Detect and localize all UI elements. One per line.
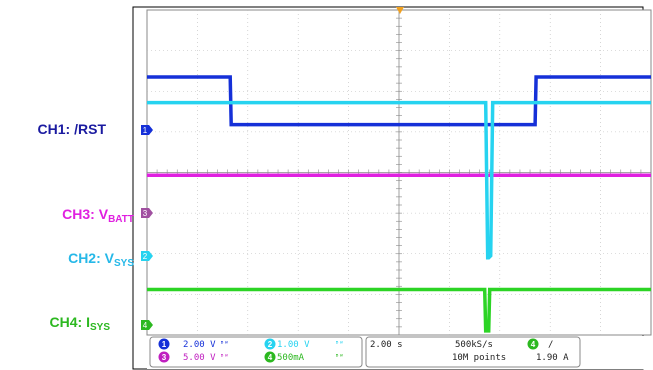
ch3-marker-label: 3 bbox=[143, 209, 148, 218]
status-acq-box bbox=[365, 336, 581, 368]
ch4-label-sub: SYS bbox=[89, 322, 110, 333]
ch4-label: CH4: ISYS bbox=[10, 314, 110, 333]
status-ch4-bw: ᴮᵂ bbox=[335, 353, 344, 361]
status-ch3-bw: ᴮᵂ bbox=[220, 353, 229, 361]
status-ch2-bw: ᴮᵂ bbox=[335, 340, 344, 348]
ch1-status-num: 1 bbox=[162, 340, 167, 349]
ch2-status-badge[interactable] bbox=[264, 338, 276, 350]
status-record-length: 10M points bbox=[452, 353, 507, 363]
graticule bbox=[146, 9, 652, 336]
status-sample-rate: 500kS/s bbox=[455, 340, 493, 350]
trigger-source-badge[interactable] bbox=[527, 338, 539, 350]
ch1-status-badge[interactable] bbox=[158, 338, 170, 350]
status-trigger-level: 1.90 A bbox=[536, 353, 569, 363]
ch4-status-badge[interactable] bbox=[264, 351, 276, 363]
status-timebase: 2.00 s bbox=[370, 340, 403, 350]
traces bbox=[146, 75, 652, 333]
ch2-marker-label: 2 bbox=[143, 252, 148, 261]
ch2-label-main: CH2: V bbox=[68, 250, 114, 266]
ch3-label: CH3: VBATT bbox=[10, 206, 134, 225]
ch3-status-num: 3 bbox=[162, 353, 167, 362]
trigger-source-num: 4 bbox=[531, 340, 536, 349]
trace-ch1 bbox=[147, 75, 651, 127]
ch4-marker-label: 4 bbox=[143, 321, 148, 330]
status-trigger-slope: / bbox=[548, 340, 554, 350]
ch1-marker-label: 1 bbox=[143, 126, 148, 135]
ch2-label: CH2: VSYS bbox=[10, 250, 134, 269]
status-ch1-bw: ᴮᵂ bbox=[220, 340, 229, 348]
trigger-position-icon bbox=[396, 7, 404, 14]
ch4-marker[interactable] bbox=[141, 320, 153, 330]
status-ch3-scale: 5.00 V bbox=[183, 353, 216, 363]
ch2-marker[interactable] bbox=[141, 251, 153, 261]
ch1-marker[interactable] bbox=[141, 125, 153, 135]
trace-ch4 bbox=[147, 287, 651, 333]
channel-markers: 1 3 2 4 bbox=[141, 125, 153, 330]
ch1-label: CH1: /RST bbox=[37, 121, 106, 137]
ch2-status-num: 2 bbox=[268, 340, 273, 349]
ch3-label-sub: BATT bbox=[108, 214, 134, 225]
ch4-label-main: CH4: I bbox=[49, 314, 90, 330]
ch3-marker[interactable] bbox=[141, 208, 153, 218]
ch3-status-badge[interactable] bbox=[158, 351, 170, 363]
status-ch2-scale: 1.00 V bbox=[277, 340, 310, 350]
ch2-label-sub: SYS bbox=[113, 258, 134, 269]
status-bar bbox=[147, 336, 651, 369]
ch4-status-num: 4 bbox=[268, 353, 273, 362]
ch3-label-main: CH3: V bbox=[62, 206, 109, 222]
status-channel-box bbox=[149, 336, 363, 368]
status-ch1-scale: 2.00 V bbox=[183, 340, 216, 350]
status-ch4-scale: 500mA bbox=[277, 353, 305, 363]
